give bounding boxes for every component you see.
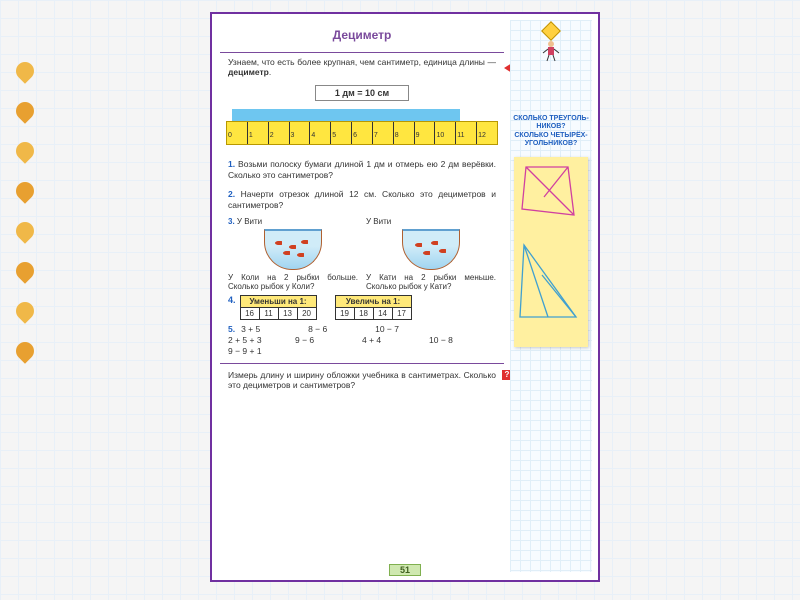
sidebar: СКОЛЬКО ТРЕУГОЛЬ-НИКОВ? СКОЛЬКО ЧЕТЫРЁХ-… bbox=[510, 20, 592, 572]
intro-content: Узнаем, что есть более крупная, чем сант… bbox=[228, 57, 496, 77]
child-figure-icon bbox=[510, 40, 592, 65]
intro-text: Узнаем, что есть более крупная, чем сант… bbox=[220, 57, 504, 77]
ruler-diagram: 0123456789101112 bbox=[226, 109, 498, 145]
problem-3: 3. У Вити У Коли на 2 рыбки больше. Скол… bbox=[220, 215, 504, 293]
page-number: 51 bbox=[389, 564, 421, 576]
formula-box: 1 дм = 10 см bbox=[315, 85, 409, 101]
sidebar-question-1: СКОЛЬКО ТРЕУГОЛЬ-НИКОВ? bbox=[510, 115, 592, 132]
paper-strip bbox=[232, 109, 460, 121]
main-column: Дециметр Узнаем, что есть более крупная,… bbox=[220, 20, 504, 392]
problem-5: 5. 3 + 58 − 610 − 72 + 5 + 39 − 64 + 410… bbox=[220, 322, 504, 359]
problem-4: 4. Уменьши на 1: 16111320 Увеличь на 1: … bbox=[220, 293, 504, 322]
table-increase: Увеличь на 1: 19181417 bbox=[335, 295, 412, 320]
page-title: Дециметр bbox=[220, 28, 504, 42]
sidebar-question-2: СКОЛЬКО ЧЕТЫРЁХ-УГОЛЬНИКОВ? bbox=[510, 132, 592, 149]
footer-question: Измерь длину и ширину обложки учебника в… bbox=[220, 368, 504, 392]
shapes-panel bbox=[514, 157, 588, 347]
problem-2: 2. Начерти отрезок длиной 12 см. Сколько… bbox=[220, 185, 504, 215]
ruler: 0123456789101112 bbox=[226, 121, 498, 145]
fishbowl-left bbox=[264, 229, 322, 270]
level-badge-icon bbox=[541, 21, 561, 41]
problem-1: 1. Возьми полоску бумаги длиной 1 дм и о… bbox=[220, 155, 504, 185]
table-decrease: Уменьши на 1: 16111320 bbox=[240, 295, 317, 320]
left-decoration bbox=[10, 40, 40, 460]
geometry-shapes bbox=[514, 157, 586, 343]
fishbowl-right bbox=[402, 229, 460, 270]
textbook-page: Дециметр Узнаем, что есть более крупная,… bbox=[210, 12, 600, 582]
